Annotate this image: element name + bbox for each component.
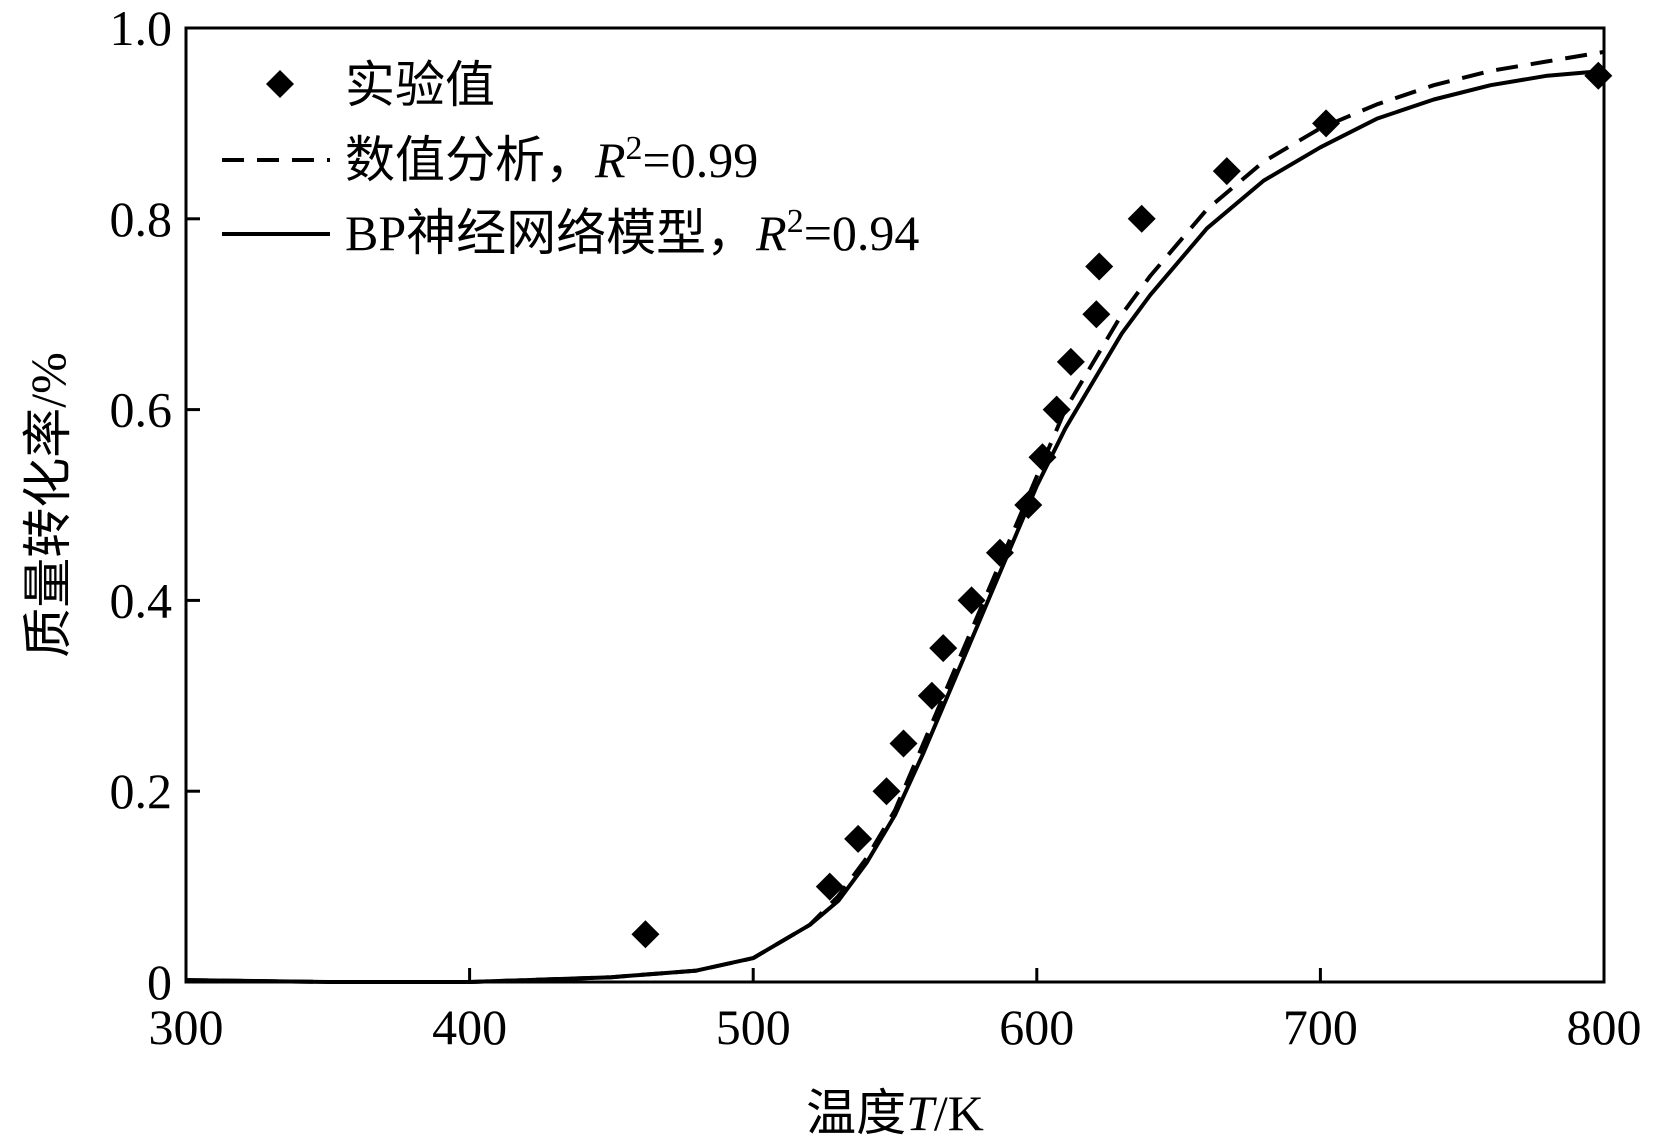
y-tick-label: 0.4 (110, 572, 173, 628)
x-tick-label: 300 (149, 999, 224, 1055)
legend-label-bp: BP神经网络模型，R2=0.94 (345, 203, 919, 261)
data-point-experimental (1082, 300, 1111, 329)
data-point-experimental (1014, 491, 1043, 519)
plot-area (185, 49, 1613, 984)
y-tick-label: 1.0 (110, 0, 173, 56)
series-line-numerical (185, 49, 1605, 984)
data-point-experimental (917, 681, 946, 710)
x-tick-label: 600 (999, 999, 1074, 1055)
data-point-experimental (957, 586, 986, 615)
data-point-experimental (1312, 109, 1341, 138)
plot-frame (184, 26, 1606, 984)
y-tick-label: 0 (147, 954, 172, 1010)
data-point-experimental (872, 777, 901, 806)
x-tick-label: 500 (716, 999, 791, 1055)
data-point-experimental (985, 538, 1014, 567)
x-axis: 300 400 500 600 700 800 (149, 968, 1642, 1055)
x-tick-label: 700 (1283, 999, 1358, 1055)
data-point-experimental (1028, 443, 1057, 472)
x-tick-label: 400 (432, 999, 507, 1055)
data-point-experimental (1212, 157, 1241, 186)
legend-item-numerical: 数值分析，R2=0.99 (222, 130, 758, 188)
data-point-experimental (1056, 347, 1085, 376)
data-point-experimental (631, 920, 660, 949)
y-tick-label: 0.6 (110, 382, 173, 438)
legend-label-numerical: 数值分析，R2=0.99 (345, 130, 758, 188)
legend-item-experimental: 实验值 (266, 57, 495, 113)
y-tick-label: 0.8 (110, 191, 173, 247)
data-point-experimental (1127, 204, 1156, 233)
y-axis-title: 质量转化率/% (20, 352, 76, 658)
data-point-experimental (1085, 252, 1114, 281)
data-point-experimental (1584, 61, 1613, 90)
legend-item-bp: BP神经网络模型，R2=0.94 (222, 203, 919, 261)
legend: 实验值 数值分析，R2=0.99 BP神经网络模型，R2=0.94 (222, 57, 919, 261)
data-point-experimental (815, 872, 844, 901)
y-axis: 0 0.2 0.4 0.6 0.8 1.0 (110, 0, 200, 1010)
data-point-experimental (844, 824, 873, 853)
legend-label-experimental: 实验值 (345, 57, 495, 113)
data-point-experimental (889, 729, 918, 758)
legend-diamond-marker (266, 70, 294, 98)
x-tick-label: 800 (1567, 999, 1642, 1055)
x-axis-title: 温度T/K (806, 1085, 984, 1141)
data-point-experimental (929, 634, 958, 663)
y-tick-label: 0.2 (110, 763, 173, 819)
data-point-experimental (1042, 395, 1071, 424)
